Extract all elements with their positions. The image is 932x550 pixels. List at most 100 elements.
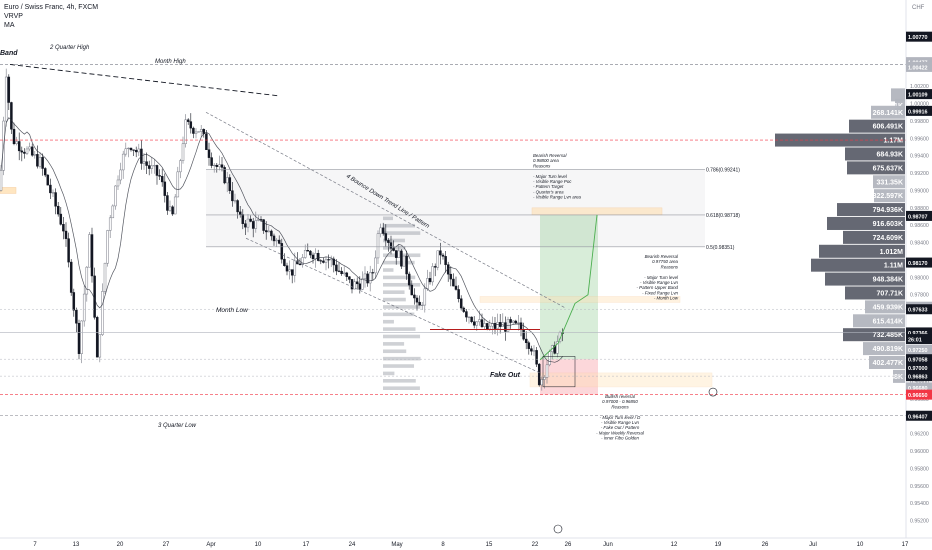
fixed-range-profile-bar [383,305,421,309]
candle-body [15,141,18,144]
candle-body [283,258,286,266]
currency-label: CHF [912,5,925,11]
ma-indicator-label[interactable]: MA [4,22,15,29]
symbol-title[interactable]: Euro / Swiss Franc, 4h, FXCM [4,4,99,11]
candle-body [488,325,492,330]
fixed-range-profile-bar [383,260,415,265]
volume-profile-label: 794.936K [873,207,903,214]
x-tick-label: 22 [532,542,539,548]
long-position-profit-zone [540,214,598,360]
volume-profile-label: 606.491K [873,124,903,131]
candle-body [228,177,232,191]
candle-body [145,161,148,166]
candle-body [332,258,336,266]
x-tick-label: 8 [441,542,445,548]
candle-body [389,242,393,249]
volume-profile-label: 1.012M [880,249,904,256]
candle-body [475,321,479,326]
candle-body [433,266,437,268]
candle-body [462,307,466,312]
candle-body [12,128,16,144]
candle-body [548,351,551,366]
candle-body [407,273,411,286]
volume-profile-bar [827,216,905,230]
candle-body [426,278,429,290]
bullish-reversal-text: Bullish reversal [605,394,636,399]
candle-body [335,264,338,272]
candle-body [20,150,24,153]
candle-body [275,239,278,242]
bearish-reversal-2-text: - Fixed Range Lvn [642,290,678,295]
candle-body [303,250,307,258]
candlestick-series [0,68,564,391]
candle-body [106,230,109,264]
volume-profile-bar [849,119,905,133]
candle-body [470,316,473,322]
candle-body [319,260,323,262]
candle-body [158,175,161,177]
fixed-range-profile-bar [383,327,416,331]
candle-body [277,239,281,244]
candle-body [210,157,213,166]
y-tick-label: 0.96600 [910,397,929,403]
bullish-zone [529,372,713,388]
candle-body [51,192,55,194]
candle-body [527,342,531,349]
candle-body [280,243,284,260]
bearish-zone-2 [479,296,681,303]
bearish-reversal-1-text: - Major Turn level [533,174,568,179]
candle-body [249,218,252,222]
candle-body [101,291,104,335]
fake-out-label: Fake Out [490,372,521,379]
volume-profile-label: 459.939K [873,304,903,311]
candle-body [444,256,447,265]
price-tag-label: 0.96863 [908,375,928,381]
candle-body [137,148,141,153]
volume-profile-bar [819,244,905,258]
x-tick-label: Jul [809,542,817,548]
candle-body [514,320,518,324]
candle-body [379,227,382,234]
candle-body [233,200,237,202]
candle-body [129,147,133,151]
price-tag-label: 0.97366 [908,331,928,337]
candle-body [454,285,458,290]
volume-profile-label: 38K [890,374,903,381]
fixed-range-profile-bar [383,312,415,317]
volume-profile-bar [847,161,905,175]
price-tag-label: 0.96680 [908,386,928,392]
lower-channel-line [245,237,541,374]
y-tick-label: 0.99000 [910,188,929,194]
target-circle [708,387,718,397]
candle-body [413,294,416,299]
candle-body [522,329,525,340]
candle-body [301,257,304,266]
candle-body [166,195,169,211]
fixed-range-profile-bar [383,356,421,361]
volume-profile-label: 684.93K [877,151,903,158]
candle-body [220,164,224,168]
price-axis[interactable]: CHF 0.95200 0.95400 0.95600 0.95800 0.96000 0.… [905,0,932,550]
volume-profile-label: 268.141K [873,110,903,117]
price-tag [906,61,932,72]
candle-body [423,288,427,306]
candle-body [543,377,546,380]
candle-body [23,151,26,154]
volume-profile-label: 732.485K [873,332,903,339]
candle-body [108,217,112,231]
price-tag [906,257,932,268]
volume-profile-bar [895,98,905,112]
candle-body [358,283,362,290]
candle-body [238,211,242,215]
time-axis[interactable]: 7 13 20 27 Apr 10 17 24 May 8 15 22 26 Jun 12 19 26 Jul 10… [0,537,932,548]
candle-body [231,190,234,202]
bullish-reversal-text: - Inner Fibo Golden [601,436,639,441]
volume-profile-label: 1.17M [884,138,904,145]
candle-body [483,323,486,327]
y-tick-label: 0.98800 [910,206,929,212]
candle-body [345,272,349,277]
candle-body [314,253,317,259]
fixed-range-profile-bar [383,364,415,368]
vrvp-indicator-label[interactable]: VRVP [4,13,23,20]
